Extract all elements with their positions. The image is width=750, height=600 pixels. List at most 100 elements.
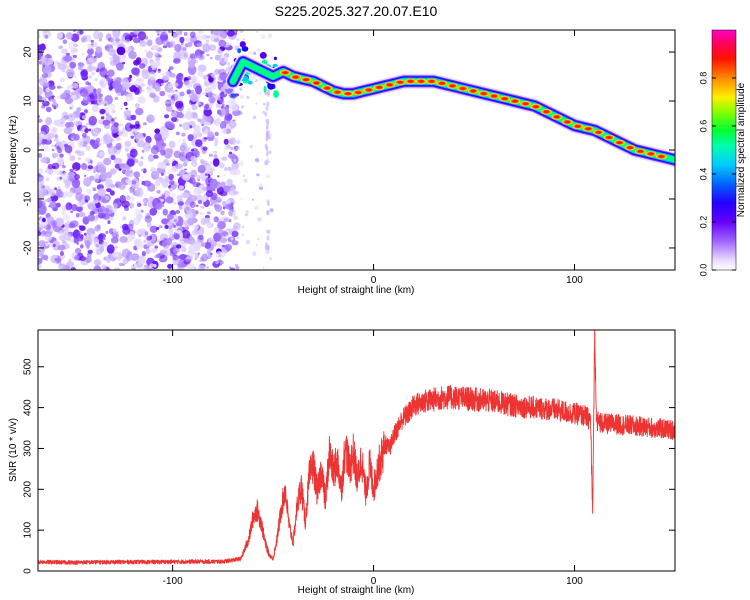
noise-speck xyxy=(228,151,233,155)
noise-speck xyxy=(171,111,178,118)
noise-speck xyxy=(111,184,116,188)
noise-speck xyxy=(186,89,192,95)
noise-speck xyxy=(217,221,226,230)
noise-speck xyxy=(175,210,180,214)
noise-speck xyxy=(81,162,87,170)
noise-speck xyxy=(230,104,239,112)
noise-speck xyxy=(173,202,177,205)
noise-speck xyxy=(39,43,46,51)
noise-speck xyxy=(69,155,76,162)
noise-speck xyxy=(235,265,240,270)
noise-speck xyxy=(42,30,51,40)
noise-speck xyxy=(175,163,183,170)
noise-speck xyxy=(201,253,209,262)
noise-speck xyxy=(217,175,220,178)
noise-speck xyxy=(261,110,265,114)
noise-speck xyxy=(263,266,265,269)
noise-speck xyxy=(203,137,208,140)
noise-speck xyxy=(45,117,52,126)
streak-speck xyxy=(267,89,270,95)
noise-speck xyxy=(84,109,88,114)
snr-xlabel: Height of straight line (km) xyxy=(298,585,415,596)
noise-speck xyxy=(78,211,86,218)
noise-speck xyxy=(67,113,76,122)
noise-speck xyxy=(115,245,118,249)
noise-speck xyxy=(135,240,144,250)
noise-speck xyxy=(38,176,45,186)
noise-speck xyxy=(88,115,97,126)
noise-speck xyxy=(223,218,228,223)
noise-speck xyxy=(46,127,50,132)
noise-speck xyxy=(210,167,215,172)
noise-speck xyxy=(99,108,106,115)
noise-speck xyxy=(161,132,170,139)
noise-speck xyxy=(124,147,129,152)
noise-speck xyxy=(175,30,180,34)
noise-speck xyxy=(241,105,245,109)
noise-speck xyxy=(80,244,84,249)
noise-speck xyxy=(164,100,170,105)
ridge-bead-core xyxy=(366,88,372,92)
noise-speck xyxy=(244,213,248,217)
noise-speck xyxy=(182,162,188,167)
noise-speck xyxy=(93,127,101,136)
snr-panel: -100 0 100 0 100 200 300 400 500 Height of strai… xyxy=(8,329,676,596)
noise-speck xyxy=(123,32,131,39)
noise-speck xyxy=(175,89,178,92)
noise-speck xyxy=(174,43,182,52)
noise-speck xyxy=(49,188,56,197)
noise-speck xyxy=(160,249,167,255)
noise-speck xyxy=(105,112,110,117)
noise-speck xyxy=(238,161,244,167)
noise-speck xyxy=(214,141,218,147)
noise-speck xyxy=(64,181,71,190)
x-tick-label: 0 xyxy=(371,275,377,286)
noise-speck xyxy=(38,142,42,147)
noise-speck xyxy=(62,214,71,221)
noise-speck xyxy=(120,107,123,110)
noise-speck xyxy=(72,162,81,171)
noise-speck xyxy=(188,60,195,69)
noise-speck xyxy=(180,246,187,253)
noise-speck xyxy=(111,89,115,93)
spectrogram-ylabel: Frequency (Hz) xyxy=(8,116,19,185)
noise-speck xyxy=(198,184,206,194)
noise-speck xyxy=(62,165,66,169)
noise-speck xyxy=(204,128,209,134)
noise-speck xyxy=(147,66,152,72)
noise-speck xyxy=(86,244,90,250)
noise-speck xyxy=(124,122,133,132)
noise-speck xyxy=(149,92,157,99)
noise-speck xyxy=(197,199,203,205)
noise-speck xyxy=(201,34,208,40)
noise-speck xyxy=(218,255,221,257)
streak-speck xyxy=(264,111,267,117)
noise-speck xyxy=(68,222,76,229)
colorbar-label: Normalized spectral amplitude xyxy=(736,82,747,217)
noise-speck xyxy=(106,188,112,193)
ridge-blob xyxy=(273,56,277,61)
noise-speck xyxy=(197,64,207,73)
noise-speck xyxy=(78,129,85,134)
noise-speck xyxy=(97,233,104,241)
noise-speck xyxy=(60,250,64,256)
noise-speck xyxy=(70,267,77,270)
noise-speck xyxy=(209,203,214,206)
noise-speck xyxy=(52,243,56,248)
noise-speck xyxy=(39,76,48,87)
noise-speck xyxy=(137,183,140,186)
noise-speck xyxy=(224,244,233,251)
noise-speck xyxy=(49,201,57,209)
ridge-bead-core xyxy=(533,105,539,109)
noise-speck xyxy=(71,132,77,138)
noise-speck xyxy=(84,199,88,203)
noise-speck xyxy=(150,61,157,69)
y-tick-label: 100 xyxy=(23,521,34,538)
noise-speck xyxy=(60,59,68,69)
noise-speck xyxy=(93,55,97,59)
noise-speck xyxy=(250,75,253,78)
noise-speck xyxy=(45,229,52,238)
noise-speck xyxy=(90,43,94,46)
noise-speck xyxy=(139,63,146,69)
